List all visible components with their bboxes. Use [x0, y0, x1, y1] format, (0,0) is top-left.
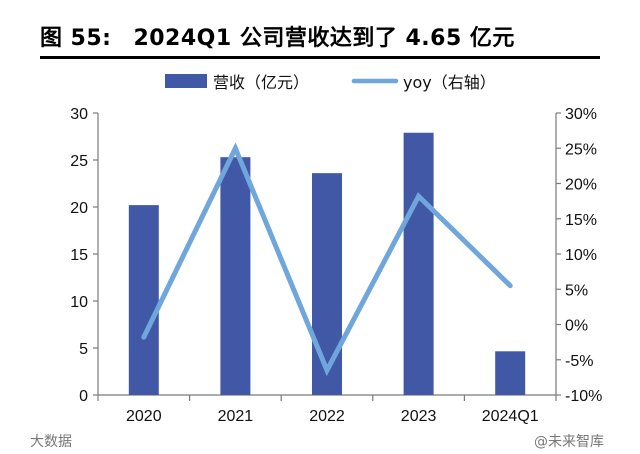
left-tick-label: 5: [79, 341, 88, 358]
watermark-right: @未来智库: [534, 434, 604, 450]
legend-label-revenue: 营收（亿元）: [213, 73, 309, 92]
bar-2023: [403, 132, 434, 396]
yoy-line-group: [141, 142, 513, 377]
figure-header: 图 55: 2024Q1 公司营收达到了 4.65 亿元: [40, 18, 600, 59]
right-tick-label: 20%: [565, 177, 597, 194]
bar-2024Q1: [495, 351, 526, 395]
watermark-left: 大数据: [30, 434, 72, 450]
figure-number: 55:: [70, 26, 112, 51]
right-tick-label: 0%: [565, 318, 588, 335]
right-tick-label: 15%: [565, 212, 597, 229]
figure-label: 图: [40, 26, 63, 51]
bar-2020: [128, 205, 159, 395]
bar-2021: [220, 157, 251, 395]
right-axis-ticks: -10% -5% 0% 5% 10% 15% 20% 25% 30%: [556, 106, 602, 405]
x-axis-labels: 2020 2021 2022 2023 2024Q1: [126, 408, 539, 425]
left-tick-label: 20: [70, 200, 88, 217]
revenue-bars: [128, 132, 526, 396]
x-tick-label: 2020: [126, 408, 162, 425]
legend: 营收（亿元） yoy（右轴）: [165, 73, 496, 92]
x-tick-label: 2023: [401, 408, 437, 425]
right-tick-label: 10%: [565, 247, 597, 264]
left-tick-label: 25: [70, 153, 88, 170]
left-tick-label: 15: [70, 247, 88, 264]
right-tick-label: -10%: [565, 388, 602, 405]
left-tick-label: 0: [79, 388, 88, 405]
left-tick-label: 10: [70, 294, 88, 311]
bar-2022: [312, 173, 342, 395]
right-tick-label: 25%: [565, 141, 597, 158]
legend-swatch-revenue: [165, 74, 207, 88]
legend-label-yoy: yoy（右轴）: [403, 73, 496, 92]
x-tick-label: 2021: [218, 408, 254, 425]
x-tick-label: 2024Q1: [482, 408, 539, 425]
title-rule: [40, 56, 600, 59]
left-tick-label: 30: [70, 106, 88, 123]
figure-title-text: 2024Q1 公司营收达到了 4.65 亿元: [133, 26, 515, 51]
right-tick-label: 5%: [565, 282, 588, 299]
left-axis-ticks: 0 5 10 15 20 25 30: [70, 106, 98, 405]
right-tick-label: -5%: [565, 353, 593, 370]
figure-title: 图 55: 2024Q1 公司营收达到了 4.65 亿元: [40, 20, 515, 52]
x-tick-label: 2022: [309, 408, 345, 425]
right-tick-label: 30%: [565, 106, 597, 123]
